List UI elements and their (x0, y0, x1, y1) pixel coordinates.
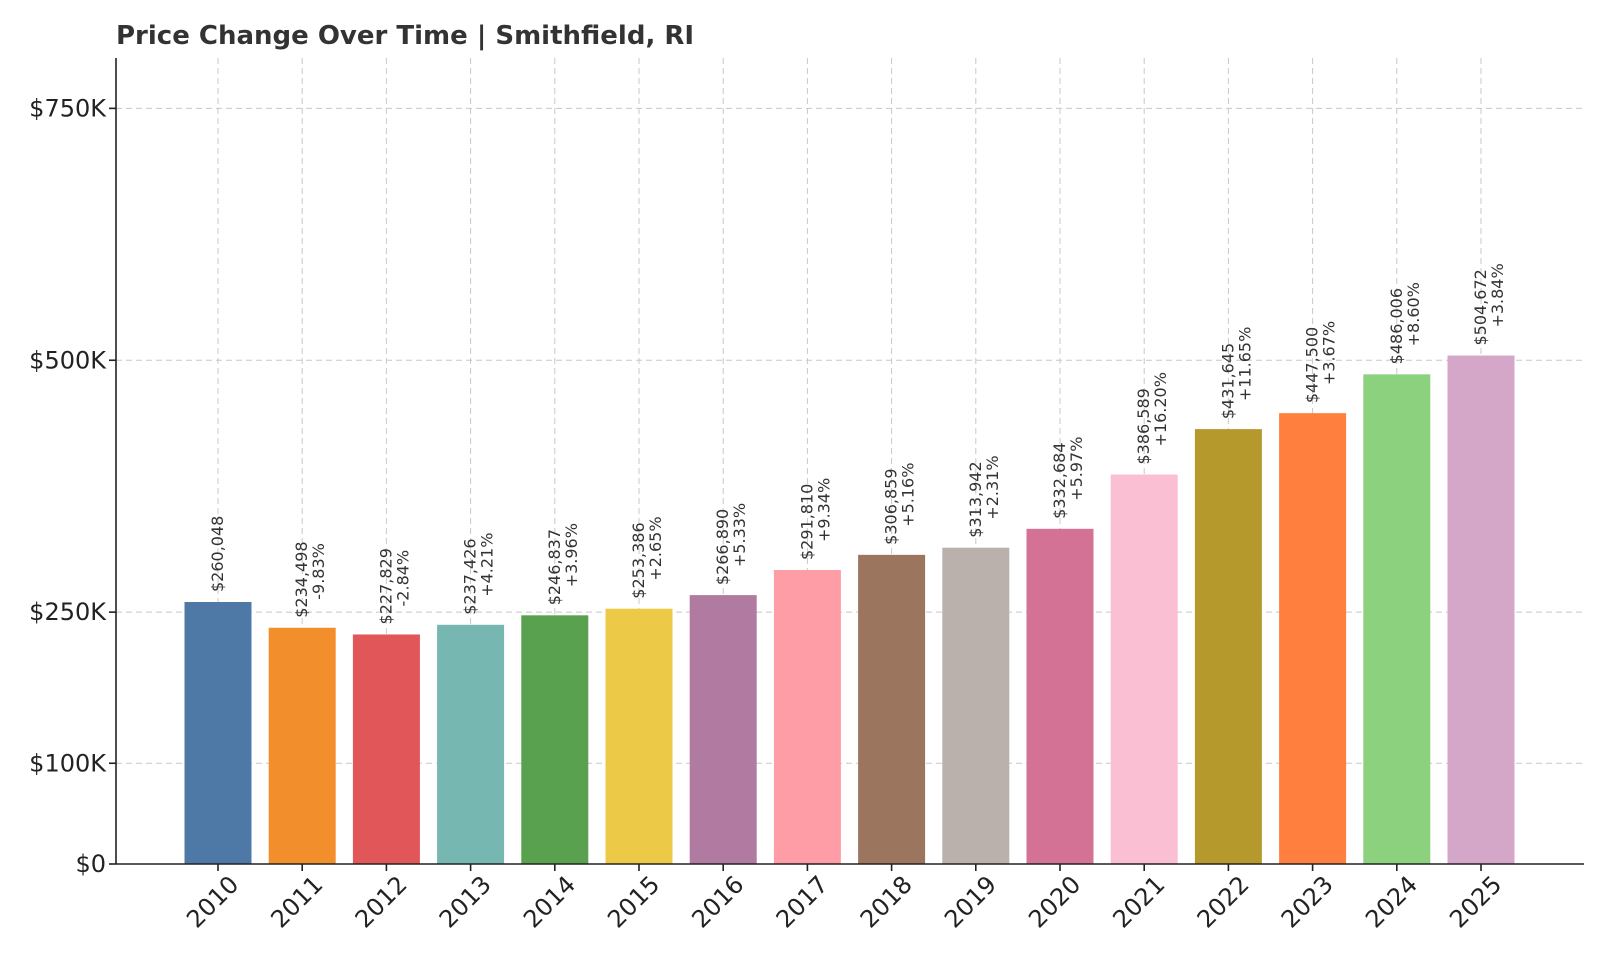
bar-2018 (858, 554, 926, 864)
y-tick-label: $250K (29, 598, 107, 626)
value-label-2015: $253,386 (629, 522, 648, 598)
value-label-2014: $246,837 (545, 529, 564, 605)
change-label-2012: -2.84% (393, 550, 412, 607)
value-label-2020: $332,684 (1050, 442, 1069, 518)
bars-layer (184, 355, 1515, 864)
bar-2013 (437, 624, 505, 864)
bar-2011 (268, 627, 336, 864)
value-label-2019: $313,942 (966, 461, 985, 537)
bar-2012 (352, 634, 420, 864)
chart-title: Price Change Over Time | Smithfield, RI (116, 21, 694, 51)
change-label-2017: +9.34% (814, 478, 833, 542)
bar-2010 (184, 602, 252, 864)
change-label-2013: +4.21% (478, 533, 497, 597)
change-label-2019: +2.31% (983, 455, 1002, 519)
change-label-2014: +3.96% (562, 523, 581, 587)
y-ticks-layer: $0 $100K $250K $500K $750K (29, 94, 116, 878)
change-label-2018: +5.16% (899, 463, 918, 527)
change-label-2022: +11.65% (1235, 327, 1254, 401)
bar-2015 (605, 608, 673, 864)
change-label-2016: +5.33% (730, 503, 749, 567)
x-tick-label-2019: 2019 (939, 870, 1002, 933)
x-tick-label-2017: 2017 (771, 870, 834, 933)
data-labels-layer: $260,048 $234,498-9.83% $227,829-2.84% $237… (208, 263, 1507, 624)
x-tick-label-2018: 2018 (855, 870, 918, 933)
x-ticks-layer: 2010 2011 2012 2013 2014 2015 2016 2017 2018 2019… (181, 864, 1507, 933)
value-label-2017: $291,810 (797, 484, 816, 560)
bar-2016 (689, 595, 757, 864)
bar-2024 (1363, 374, 1431, 864)
bar-2017 (773, 570, 841, 864)
y-tick-label: $750K (29, 94, 107, 122)
y-tick-label: $0 (75, 850, 106, 878)
change-label-2011: -9.83% (309, 543, 328, 600)
bar-2014 (521, 615, 589, 864)
x-tick-label-2010: 2010 (181, 870, 244, 933)
value-label-2024: $486,006 (1387, 288, 1406, 364)
value-label-2022: $431,645 (1218, 343, 1237, 419)
bar-2022 (1194, 429, 1262, 864)
change-label-2021: +16.20% (1151, 372, 1170, 446)
bar-2019 (942, 547, 1010, 864)
x-tick-label-2016: 2016 (686, 870, 749, 933)
x-tick-label-2014: 2014 (518, 870, 581, 933)
value-label-2011: $234,498 (292, 541, 311, 617)
bar-2025 (1447, 355, 1515, 864)
bar-2021 (1110, 474, 1178, 864)
value-label-2016: $266,890 (713, 509, 732, 585)
change-label-2015: +2.65% (646, 516, 665, 580)
x-tick-label-2022: 2022 (1192, 870, 1255, 933)
x-tick-label-2013: 2013 (434, 870, 497, 933)
value-label-2013: $237,426 (461, 538, 480, 614)
bar-2023 (1279, 413, 1347, 864)
x-tick-label-2011: 2011 (265, 870, 328, 933)
y-tick-label: $500K (29, 346, 107, 374)
value-label-2018: $306,859 (882, 468, 901, 544)
axes-layer (115, 58, 1584, 865)
value-label-2012: $227,829 (376, 548, 395, 624)
value-label-2010: $260,048 (208, 516, 227, 592)
change-label-2025: +3.84% (1488, 263, 1507, 327)
x-tick-label-2015: 2015 (602, 870, 665, 933)
x-tick-label-2021: 2021 (1107, 870, 1170, 933)
x-tick-label-2023: 2023 (1276, 870, 1339, 933)
x-tick-label-2012: 2012 (350, 870, 413, 933)
change-label-2023: +3.67% (1320, 321, 1339, 385)
x-tick-label-2025: 2025 (1444, 870, 1507, 933)
change-label-2020: +5.97% (1067, 437, 1086, 501)
x-tick-label-2020: 2020 (1023, 870, 1086, 933)
value-label-2025: $504,672 (1471, 269, 1490, 345)
value-label-2023: $447,500 (1303, 327, 1322, 403)
y-tick-label: $100K (29, 749, 107, 777)
change-label-2024: +8.60% (1404, 282, 1423, 346)
value-label-2021: $386,589 (1134, 388, 1153, 464)
x-tick-label-2024: 2024 (1360, 870, 1423, 933)
bar-2020 (1026, 528, 1094, 864)
